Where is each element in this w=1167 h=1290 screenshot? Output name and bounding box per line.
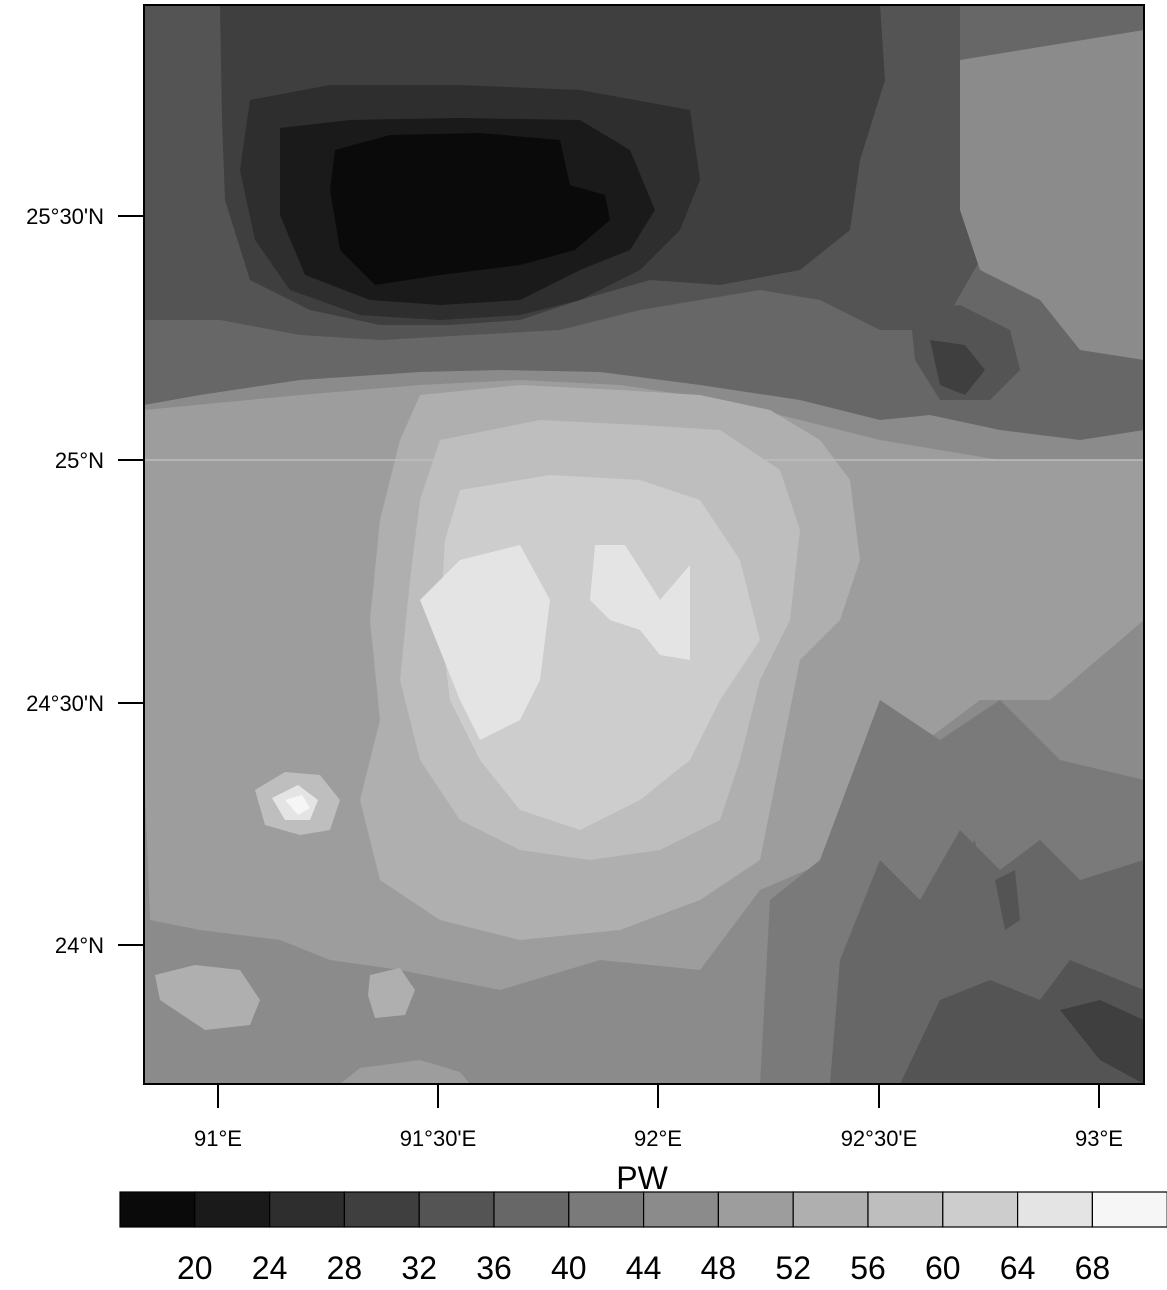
lat-tick-label: 25°N — [55, 448, 104, 473]
contour-sw-blob-4 — [205, 885, 260, 930]
colorbar-label: 40 — [551, 1250, 587, 1286]
colorbar-title: PW — [616, 1160, 668, 1196]
contour-se-stripe-2 — [995, 870, 1020, 930]
lat-tick-label: 24°30'N — [26, 691, 104, 716]
contour-central-68b — [590, 545, 690, 660]
lat-tick-labels: 25°30'N 25°N 24°30'N 24°N — [26, 204, 104, 958]
colorbar-label: 60 — [925, 1250, 961, 1286]
contour-central-68 — [420, 545, 550, 740]
contour-ne-48 — [960, 30, 1144, 360]
contour-se-32 — [1060, 1000, 1144, 1084]
lon-axis — [217, 1084, 1100, 1108]
lon-tick-label: 91°30'E — [400, 1126, 477, 1151]
colorbar-label: 28 — [327, 1250, 363, 1286]
contour-se-36 — [900, 960, 1144, 1084]
contour-se-stripe-1 — [955, 840, 985, 960]
colorbar-swatch — [194, 1191, 271, 1228]
contour-field — [144, 5, 1144, 1084]
colorbar-label: 24 — [252, 1250, 288, 1286]
colorbar-swatch — [119, 1191, 196, 1228]
colorbar-label: 44 — [626, 1250, 662, 1286]
contour-north-20 — [330, 133, 610, 285]
colorbar-swatch — [792, 1191, 869, 1228]
colorbar-label: 64 — [1000, 1250, 1036, 1286]
colorbar-swatch — [1016, 1191, 1093, 1228]
lon-tick-label: 91°E — [194, 1126, 242, 1151]
colorbar-swatch — [717, 1191, 794, 1228]
colorbar-swatch — [343, 1191, 420, 1228]
contour-west-68 — [285, 795, 310, 815]
colorbar-swatch — [493, 1191, 570, 1228]
lat-tick-label: 25°30'N — [26, 204, 104, 229]
lat-tick-label: 24°N — [55, 933, 104, 958]
lat-axis — [118, 215, 144, 946]
colorbar-swatch — [1091, 1191, 1167, 1228]
lon-tick-label: 92°E — [634, 1126, 682, 1151]
colorbar-swatch — [867, 1191, 944, 1228]
colorbar-swatch — [642, 1191, 719, 1228]
colorbar-label: 52 — [775, 1250, 811, 1286]
colorbar-swatch — [418, 1191, 495, 1228]
colorbar-swatch — [269, 1191, 346, 1228]
colorbar — [119, 1191, 1167, 1228]
colorbar-label: 68 — [1075, 1250, 1111, 1286]
colorbar-label: 32 — [401, 1250, 437, 1286]
colorbar-label: 48 — [701, 1250, 737, 1286]
lon-tick-label: 93°E — [1075, 1126, 1123, 1151]
contour-sw-blob-3 — [155, 965, 260, 1030]
colorbar-swatch — [568, 1191, 645, 1228]
colorbar-labels: 20 24 28 32 36 40 44 48 52 56 60 64 68 — [177, 1250, 1110, 1286]
contour-east-32 — [930, 340, 985, 395]
plot-frame — [143, 4, 1145, 1085]
lon-tick-labels: 91°E 91°30'E 92°E 92°30'E 93°E — [194, 1126, 1123, 1151]
contour-south-52 — [340, 1060, 470, 1084]
colorbar-label: 20 — [177, 1250, 213, 1286]
colorbar-swatch — [942, 1191, 1019, 1228]
contour-sw-blob-1 — [230, 480, 325, 560]
colorbar-label: 56 — [850, 1250, 886, 1286]
colorbar-label: 36 — [476, 1250, 512, 1286]
contour-sw-blob-2 — [368, 968, 415, 1018]
lon-tick-label: 92°30'E — [841, 1126, 918, 1151]
